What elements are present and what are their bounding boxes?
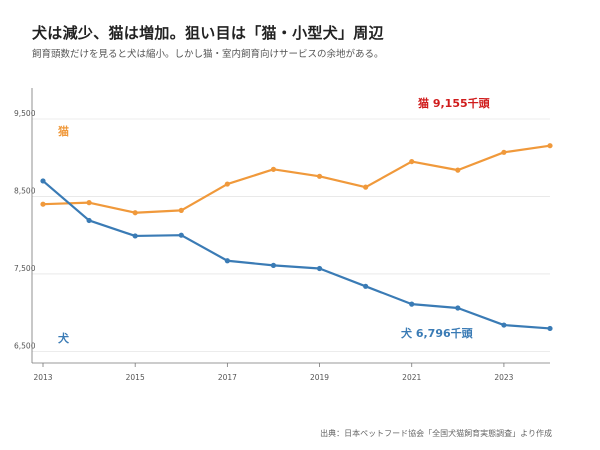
source-note: 出典：日本ペットフード協会「全国犬猫飼育実態調査」より作成 <box>320 429 552 438</box>
data-point <box>409 301 415 307</box>
data-point <box>132 233 138 239</box>
data-point <box>270 166 277 172</box>
end-label-cat: 猫 9,155千頭 <box>418 96 491 110</box>
data-point <box>501 149 507 155</box>
data-point <box>178 207 184 213</box>
y-tick-label: 6,500 <box>14 341 36 350</box>
y-tick-label: 9,500 <box>14 109 36 118</box>
end-label-dog: 犬 6,796千頭 <box>401 326 474 340</box>
data-point <box>547 325 553 332</box>
series-label-dog: 犬 <box>58 331 70 345</box>
y-tick-label: 8,500 <box>14 186 36 195</box>
data-point <box>178 232 184 238</box>
data-point <box>501 322 507 328</box>
data-point <box>316 173 323 179</box>
data-point <box>316 265 323 272</box>
data-point <box>270 262 277 268</box>
x-tick-label: 2017 <box>218 373 237 382</box>
x-tick-label: 2019 <box>310 373 329 382</box>
x-tick-label: 2021 <box>402 373 421 382</box>
data-point <box>86 200 92 206</box>
data-point <box>455 305 461 311</box>
data-point <box>40 178 46 184</box>
x-tick-label: 2013 <box>33 373 52 382</box>
chart-subtitle: 飼育頭数だけを見ると犬は縮小。しかし猫・室内飼育向けサービスの余地がある。 <box>32 49 384 60</box>
data-point <box>40 201 46 207</box>
data-point <box>224 181 230 187</box>
series-label-cat: 猫 <box>58 124 69 138</box>
data-point <box>363 283 369 289</box>
data-point <box>455 167 461 173</box>
data-point <box>132 210 138 216</box>
chart-title: 犬は減少、猫は増加。狙い目は「猫・小型犬」周辺 <box>32 24 384 42</box>
data-point <box>363 184 369 190</box>
data-point <box>409 158 415 165</box>
series-line-0 <box>42 144 551 214</box>
series-line-1 <box>42 180 551 330</box>
x-tick-label: 2023 <box>494 373 513 382</box>
data-point <box>224 258 230 264</box>
data-point <box>86 217 92 224</box>
x-tick-label: 2015 <box>126 373 145 382</box>
data-point <box>547 143 553 149</box>
y-tick-label: 7,500 <box>14 264 36 273</box>
